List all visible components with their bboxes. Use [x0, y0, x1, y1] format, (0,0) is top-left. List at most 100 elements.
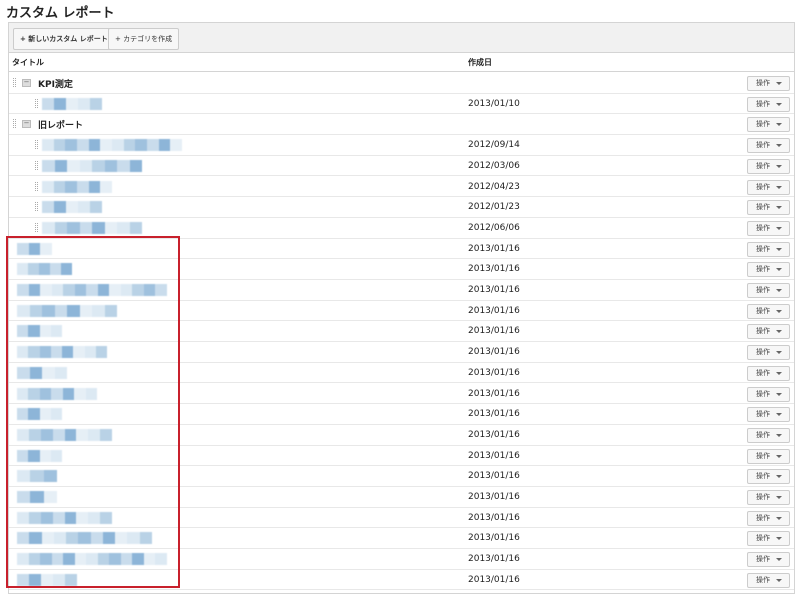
report-title-link[interactable] — [17, 325, 62, 338]
actions-dropdown[interactable]: 操作 — [747, 407, 790, 423]
report-title-link[interactable] — [17, 532, 152, 545]
table-row[interactable]: 2013/01/16 操作 — [9, 280, 794, 301]
new-custom-report-button[interactable]: + 新しいカスタム レポート — [13, 28, 115, 50]
created-date: 2012/01/23 — [468, 202, 520, 213]
actions-dropdown[interactable]: 操作 — [747, 303, 790, 319]
drag-handle-icon[interactable] — [35, 160, 38, 170]
actions-dropdown[interactable]: 操作 — [747, 365, 790, 381]
actions-dropdown[interactable]: 操作 — [747, 283, 790, 298]
report-title-link[interactable] — [42, 221, 142, 234]
table-row[interactable]: 2013/01/16 操作 — [9, 425, 794, 446]
actions-dropdown[interactable]: 操作 — [747, 200, 790, 216]
table-row[interactable]: 2013/01/16 操作 — [9, 384, 794, 405]
actions-dropdown[interactable]: 操作 — [747, 117, 790, 133]
actions-dropdown[interactable]: 操作 — [747, 76, 790, 91]
actions-dropdown[interactable]: 操作 — [747, 490, 790, 505]
report-title-link[interactable] — [42, 201, 102, 214]
drag-handle-icon[interactable] — [35, 181, 38, 191]
table-row[interactable]: 2013/01/16 操作 — [9, 549, 794, 570]
drag-handle-icon[interactable] — [35, 140, 38, 150]
actions-label: 操作 — [756, 223, 770, 232]
report-title-link[interactable] — [17, 242, 52, 255]
table-row[interactable]: 2012/04/23 操作 — [9, 177, 794, 198]
table-row[interactable]: 2013/01/16 操作 — [9, 363, 794, 384]
actions-dropdown[interactable]: 操作 — [747, 220, 790, 236]
report-title-link[interactable] — [17, 387, 97, 400]
drag-handle-icon[interactable] — [35, 202, 38, 212]
actions-dropdown[interactable]: 操作 — [747, 179, 790, 195]
created-date: 2013/01/16 — [468, 347, 520, 358]
category-row[interactable]: − KPI測定 操作 — [9, 73, 794, 94]
table-row[interactable]: 2013/01/16 操作 — [9, 508, 794, 529]
actions-dropdown[interactable]: 操作 — [747, 345, 790, 361]
report-title-link[interactable] — [17, 428, 112, 441]
drag-handle-icon[interactable] — [35, 98, 38, 108]
actions-dropdown[interactable]: 操作 — [747, 158, 790, 174]
collapse-icon[interactable]: − — [22, 78, 31, 87]
table-row[interactable]: 2013/01/10 操作 — [9, 94, 794, 115]
actions-dropdown[interactable]: 操作 — [747, 531, 790, 547]
table-row[interactable]: 2012/06/06 操作 — [9, 218, 794, 239]
actions-dropdown[interactable]: 操作 — [747, 510, 790, 526]
created-date: 2013/01/16 — [468, 533, 520, 544]
actions-label: 操作 — [756, 389, 770, 398]
table-row[interactable]: 2013/01/16 操作 — [9, 446, 794, 467]
table-row[interactable]: 2013/01/16 操作 — [9, 466, 794, 487]
actions-dropdown[interactable]: 操作 — [747, 324, 790, 340]
table-row[interactable]: 2013/01/16 操作 — [9, 528, 794, 550]
actions-dropdown[interactable]: 操作 — [747, 386, 790, 402]
category-row[interactable]: − 旧レポート 操作 — [9, 114, 794, 136]
report-title-link[interactable] — [42, 139, 182, 152]
report-title-link[interactable] — [17, 346, 107, 359]
report-title-link[interactable] — [17, 304, 117, 317]
collapse-icon[interactable]: − — [22, 119, 31, 129]
create-category-button[interactable]: + カテゴリを作成 — [108, 28, 180, 50]
actions-label: 操作 — [756, 141, 770, 150]
actions-dropdown[interactable]: 操作 — [747, 448, 790, 464]
report-title-link[interactable] — [17, 511, 112, 524]
column-title[interactable]: タイトル — [12, 58, 44, 67]
table-row[interactable]: 2012/03/06 操作 — [9, 156, 794, 177]
table-row[interactable]: 2013/01/16 操作 — [9, 487, 794, 508]
table-row[interactable]: 2012/01/23 操作 — [9, 197, 794, 218]
actions-dropdown[interactable]: 操作 — [747, 552, 790, 568]
table-row[interactable]: 2013/01/16 操作 — [9, 404, 794, 425]
report-title-link[interactable] — [17, 449, 62, 462]
report-title-link[interactable] — [17, 553, 167, 566]
drag-handle-icon[interactable] — [13, 78, 16, 87]
created-date: 2013/01/16 — [468, 305, 520, 316]
created-date: 2013/01/16 — [468, 367, 520, 378]
category-label: 旧レポート — [38, 121, 84, 132]
actions-label: 操作 — [756, 513, 770, 522]
report-title-link[interactable] — [42, 97, 102, 110]
table-row[interactable]: 2013/01/16 操作 — [9, 321, 794, 343]
report-title-link[interactable] — [17, 573, 77, 586]
actions-dropdown[interactable]: 操作 — [747, 96, 790, 112]
table-row[interactable]: 2012/09/14 操作 — [9, 135, 794, 156]
actions-dropdown[interactable]: 操作 — [747, 262, 790, 278]
report-title-link[interactable] — [42, 180, 112, 193]
drag-handle-icon[interactable] — [35, 222, 38, 232]
report-title-link[interactable] — [17, 470, 57, 483]
table-row[interactable]: 2013/01/16 操作 — [9, 259, 794, 280]
report-title-link[interactable] — [17, 263, 72, 276]
table-row[interactable]: 2013/01/16 操作 — [9, 342, 794, 363]
actions-dropdown[interactable]: 操作 — [747, 241, 790, 257]
report-title-link[interactable] — [17, 284, 167, 296]
table-row[interactable]: 2013/01/16 操作 — [9, 239, 794, 260]
report-title-link[interactable] — [17, 366, 67, 379]
actions-dropdown[interactable]: 操作 — [747, 138, 790, 154]
actions-dropdown[interactable]: 操作 — [747, 427, 790, 443]
report-title-link[interactable] — [17, 491, 57, 503]
table-row[interactable]: 2013/01/16 操作 — [9, 570, 794, 591]
actions-dropdown[interactable]: 操作 — [747, 469, 790, 485]
table-row[interactable]: 2013/01/16 操作 — [9, 301, 794, 322]
chevron-down-icon — [776, 537, 782, 541]
drag-handle-icon[interactable] — [13, 119, 16, 129]
actions-label: 操作 — [756, 575, 770, 584]
chevron-down-icon — [776, 330, 782, 334]
report-title-link[interactable] — [17, 408, 62, 421]
column-created[interactable]: 作成日 — [468, 58, 492, 67]
actions-dropdown[interactable]: 操作 — [747, 572, 790, 588]
report-title-link[interactable] — [42, 159, 142, 172]
